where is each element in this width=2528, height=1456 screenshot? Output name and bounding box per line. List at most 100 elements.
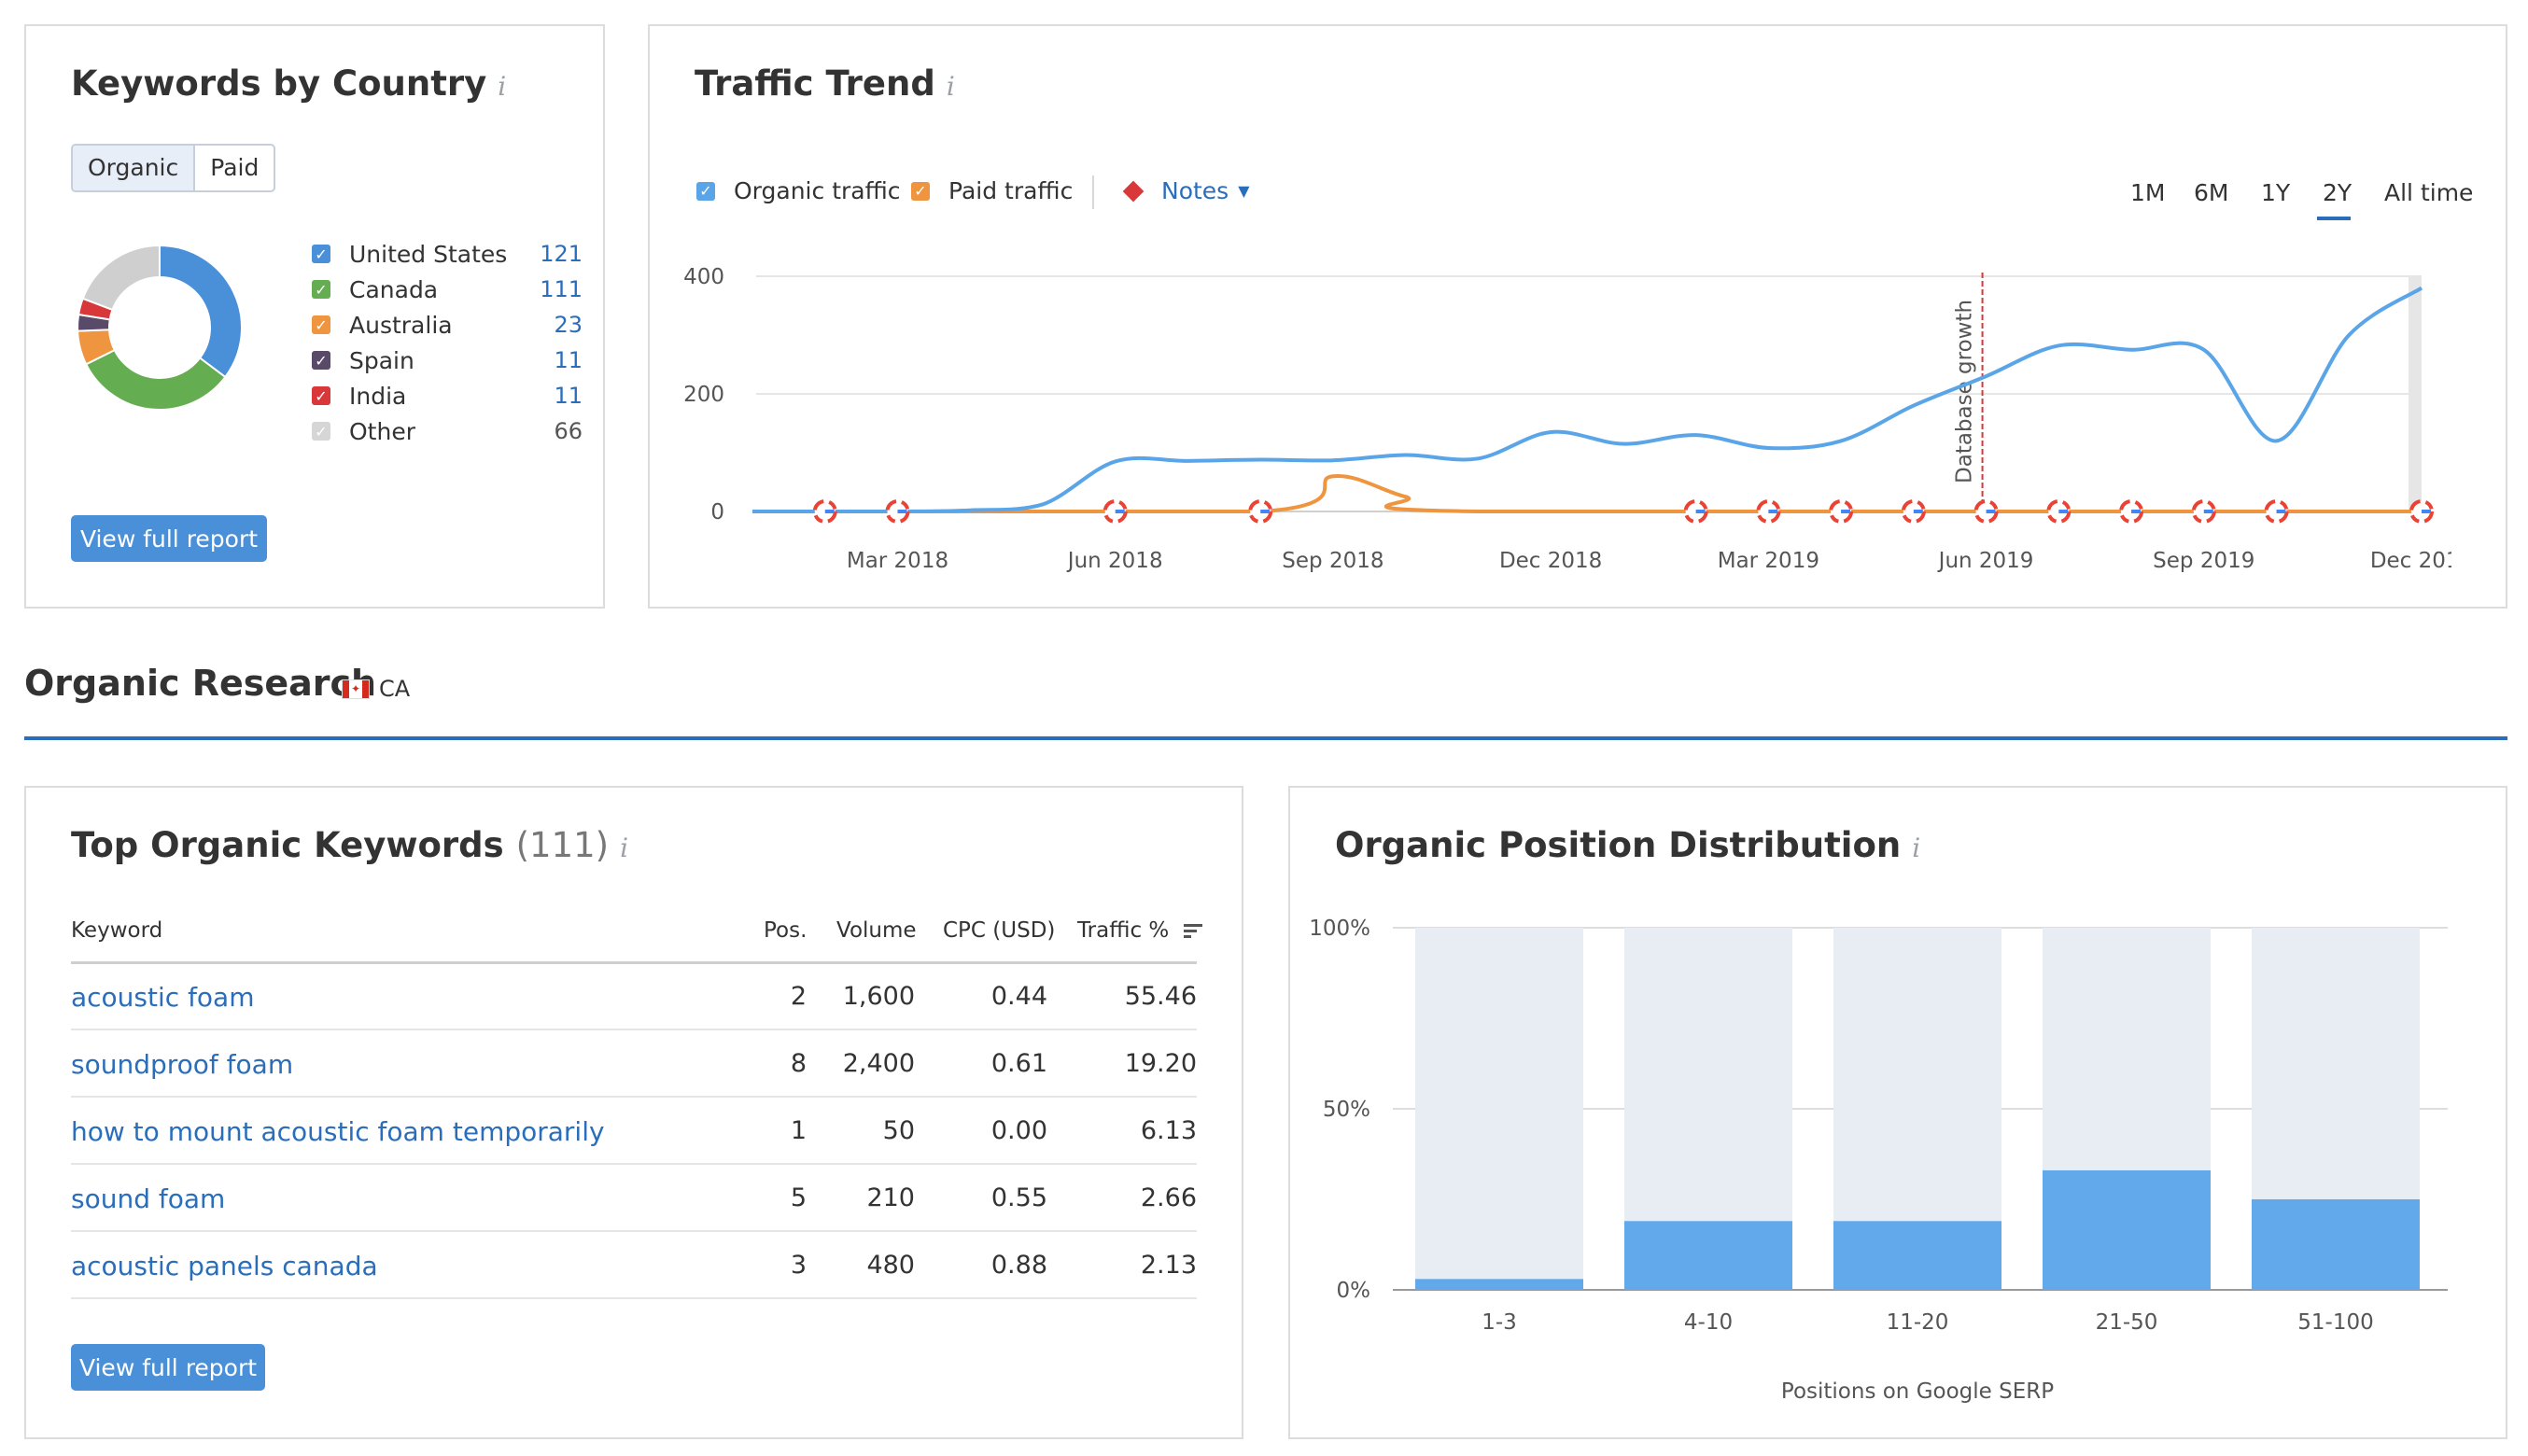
google-update-icon[interactable]	[885, 499, 910, 524]
google-update-icon[interactable]	[2119, 499, 2144, 524]
legend-item-canada[interactable]: ✓ Canada	[312, 273, 438, 306]
card-title-text: Keywords by Country	[71, 63, 487, 104]
range-all-time[interactable]: All time	[2384, 179, 2474, 206]
notes-dropdown[interactable]: Notes ▼	[1122, 177, 1250, 204]
row-divider	[71, 1297, 1197, 1299]
annotation-label: Database growth	[1953, 300, 1977, 483]
x-axis-label: Positions on Google SERP	[1781, 1379, 2054, 1404]
traffic-trend-title: Traffic Trend i	[695, 63, 955, 104]
view-full-report-button[interactable]: View full report	[71, 515, 267, 562]
view-full-report-button[interactable]: View full report	[71, 1344, 265, 1391]
organic-position-distribution-card: Organic Position Distribution i 0% 50% 100%…	[1288, 786, 2507, 1439]
legend-item-australia[interactable]: ✓ Australia	[312, 308, 453, 342]
google-update-icon[interactable]	[2264, 499, 2289, 524]
checkbox-icon[interactable]: ✓	[696, 181, 715, 201]
x-tick-label: Jun 2018	[1066, 549, 1163, 573]
google-update-icon[interactable]	[1102, 499, 1128, 524]
x-tick-label: Jun 2019	[1937, 549, 2034, 573]
current-period-band	[2409, 276, 2422, 511]
checkbox-icon[interactable]: ✓	[312, 351, 330, 370]
donut-slice-canada[interactable]	[84, 348, 227, 411]
donut-slice-united-states[interactable]	[159, 244, 243, 379]
card-title-text: Organic Position Distribution	[1335, 825, 1902, 865]
position-value: 5	[790, 1183, 807, 1212]
info-icon[interactable]: i	[620, 833, 629, 863]
range-1m[interactable]: 1M	[2130, 179, 2166, 206]
sort-icon[interactable]	[1183, 924, 1202, 938]
column-header-pos[interactable]: Pos.	[764, 918, 808, 943]
range-active-underline	[2317, 217, 2351, 220]
country-name: India	[349, 382, 407, 410]
info-icon[interactable]: i	[498, 71, 507, 102]
card-title-text: Top Organic Keywords	[71, 825, 504, 865]
country-count[interactable]: 111	[540, 276, 583, 302]
country-count[interactable]: 121	[540, 241, 583, 267]
x-tick-label: 11-20	[1887, 1310, 1949, 1335]
country-count[interactable]: 11	[554, 383, 583, 409]
country-count[interactable]: 23	[554, 312, 583, 338]
legend-paid-traffic[interactable]: ✓ Paid traffic	[911, 177, 1073, 204]
volume-value: 2,400	[842, 1049, 915, 1078]
google-update-icon[interactable]	[812, 499, 837, 524]
legend-item-spain[interactable]: ✓ Spain	[312, 343, 414, 377]
row-divider	[71, 1096, 1197, 1098]
country-name: Australia	[349, 311, 453, 339]
column-header-volume[interactable]: Volume	[836, 918, 917, 943]
traffic-value: 19.20	[1124, 1049, 1197, 1078]
bar-1-3[interactable]	[1415, 1279, 1583, 1290]
google-update-icon[interactable]	[1248, 499, 1273, 524]
traffic-value: 6.13	[1140, 1116, 1197, 1145]
donut-slice-other[interactable]	[81, 244, 161, 312]
column-header-cpc[interactable]: CPC (USD)	[943, 918, 1056, 943]
notes-label: Notes	[1161, 177, 1229, 204]
keyword-link[interactable]: acoustic foam	[71, 982, 255, 1013]
legend-item-india[interactable]: ✓ India	[312, 379, 406, 413]
bar-51-100[interactable]	[2252, 1199, 2420, 1290]
tab-paid[interactable]: Paid	[210, 154, 260, 181]
bar-4-10[interactable]	[1624, 1221, 1792, 1290]
range-2y[interactable]: 2Y	[2323, 179, 2352, 206]
volume-value: 1,600	[842, 982, 915, 1011]
bar-21-50[interactable]	[2043, 1169, 2211, 1290]
section-title-text: Organic Research	[24, 663, 377, 704]
keyword-link[interactable]: acoustic panels canada	[71, 1251, 378, 1281]
google-update-icon[interactable]	[1683, 499, 1708, 524]
google-update-icon[interactable]	[1756, 499, 1781, 524]
x-tick-label: Dec 2019	[2370, 549, 2451, 573]
keyword-link[interactable]: sound foam	[71, 1183, 226, 1214]
bar-11-20[interactable]	[1833, 1221, 2001, 1290]
series-line-organic-traffic[interactable]	[751, 286, 2423, 513]
checkbox-icon[interactable]: ✓	[312, 280, 330, 299]
checkbox-icon[interactable]: ✓	[312, 386, 330, 405]
google-update-icon[interactable]	[2191, 499, 2216, 524]
checkbox-icon[interactable]: ✓	[312, 245, 330, 263]
checkbox-icon[interactable]: ✓	[312, 422, 330, 441]
country-count[interactable]: 11	[554, 347, 583, 373]
range-1y[interactable]: 1Y	[2261, 179, 2291, 206]
row-divider	[71, 1163, 1197, 1165]
card-title-text: Traffic Trend	[695, 63, 935, 104]
legend-label: Organic traffic	[734, 177, 901, 204]
canada-flag-icon: ✦	[342, 679, 370, 699]
google-update-icon[interactable]	[1829, 499, 1854, 524]
google-update-icon[interactable]	[2046, 499, 2072, 524]
info-icon[interactable]: i	[946, 71, 955, 102]
column-header-traffic[interactable]: Traffic %	[1077, 918, 1202, 943]
checkbox-icon[interactable]: ✓	[911, 181, 930, 201]
checkbox-icon[interactable]: ✓	[312, 315, 330, 334]
keyword-link[interactable]: soundproof foam	[71, 1049, 294, 1080]
legend-item-united-states[interactable]: ✓ United States	[312, 237, 507, 271]
series-line-paid-traffic[interactable]	[751, 474, 2422, 514]
keyword-link[interactable]: how to mount acoustic foam temporarily	[71, 1116, 605, 1147]
country-code: CA	[379, 676, 411, 702]
column-header-keyword[interactable]: Keyword	[71, 918, 163, 943]
row-divider	[71, 1230, 1197, 1232]
legend-item-other[interactable]: ✓ Other	[312, 414, 415, 448]
google-update-icon[interactable]	[1973, 499, 1999, 524]
legend-organic-traffic[interactable]: ✓ Organic traffic	[696, 177, 901, 204]
google-update-icon[interactable]	[1901, 499, 1926, 524]
google-update-icon[interactable]	[2409, 499, 2434, 524]
info-icon[interactable]: i	[1912, 833, 1921, 863]
range-6m[interactable]: 6M	[2194, 179, 2229, 206]
tab-organic[interactable]: Organic	[73, 146, 196, 190]
